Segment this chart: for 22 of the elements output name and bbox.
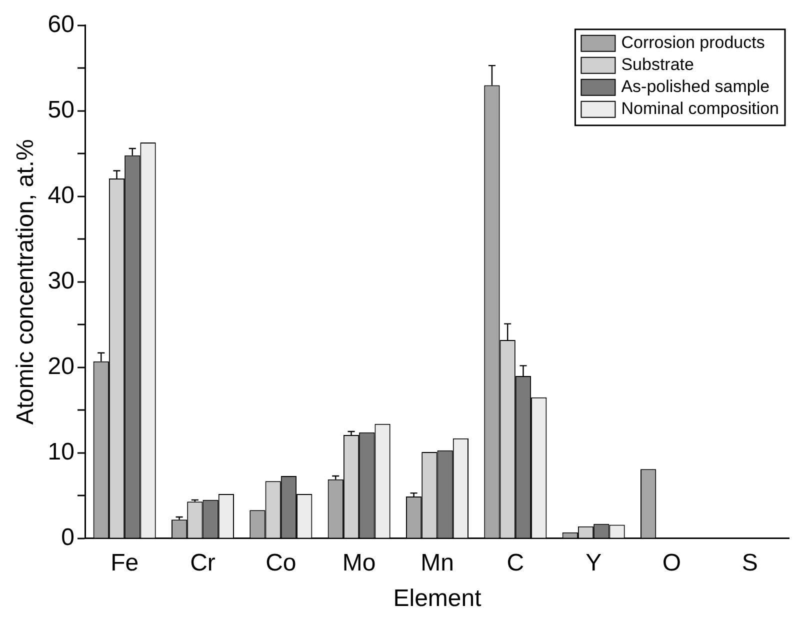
y-tick-label: 40 (48, 182, 74, 210)
legend-label: As-polished sample (621, 77, 770, 96)
legend-label: Nominal composition (621, 99, 780, 118)
x-tick-label: O (662, 549, 682, 576)
x-tick-label: Co (266, 549, 296, 576)
x-tick-label: C (506, 549, 524, 576)
x-tick-label: Cr (190, 549, 216, 576)
y-tick-label: 20 (48, 353, 74, 380)
y-tick-label: 10 (48, 438, 74, 466)
legend-label: Substrate (621, 55, 694, 74)
y-axis-title: Atomic concentration, at.% (12, 139, 40, 425)
x-axis-title: Element (393, 585, 482, 612)
x-tick-label: Y (586, 549, 602, 576)
y-tick-label: 30 (48, 268, 74, 295)
x-tick-label: S (742, 549, 758, 576)
y-tick-label: 50 (48, 96, 74, 124)
x-tick-label: Mo (342, 549, 376, 576)
x-tick-label: Fe (110, 549, 139, 576)
y-tick-label: 0 (61, 524, 74, 552)
legend-label: Corrosion products (621, 33, 765, 52)
y-tick-label: 60 (48, 11, 74, 38)
x-tick-label: Mn (420, 549, 454, 576)
